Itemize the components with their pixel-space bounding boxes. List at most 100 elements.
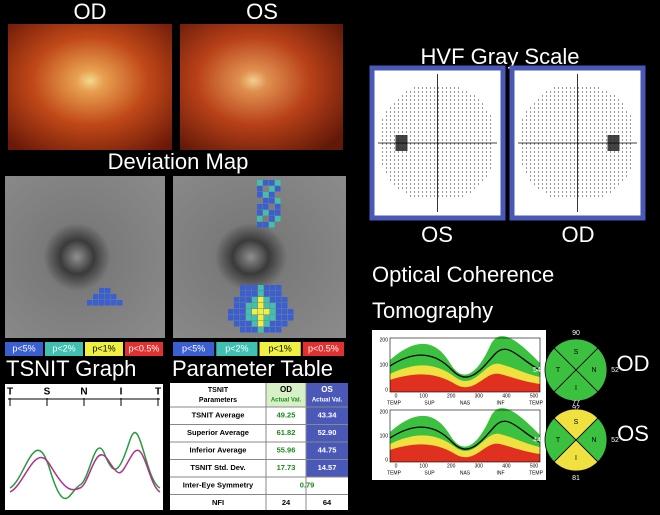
hvf-dot [453, 151, 456, 153]
hvf-dot [617, 171, 620, 173]
hvf-dot [521, 135, 524, 137]
deviation-cell [252, 327, 258, 333]
hvf-dot [449, 175, 452, 177]
hvf-dot [437, 99, 440, 101]
hvf-dot [405, 111, 408, 113]
section-title: Tomography [372, 298, 493, 323]
hvf-dot [413, 195, 416, 197]
hvf-dot [553, 107, 556, 109]
hvf-dot [569, 91, 572, 93]
hvf-dot [629, 131, 632, 133]
hvf-dot [433, 175, 436, 177]
hvf-dot [441, 171, 444, 173]
hvf-dot [585, 179, 588, 181]
deviation-image [5, 176, 165, 338]
hvf-dot [613, 159, 616, 161]
hvf-dot [549, 187, 552, 189]
table-cell: 14.57 [318, 463, 337, 472]
deviation-cell [246, 315, 252, 321]
deviation-cell [117, 300, 123, 306]
hvf-dot [465, 127, 468, 129]
hvf-dot [489, 119, 492, 121]
hvf-dot [533, 135, 536, 137]
hvf-dot [453, 143, 456, 145]
hvf-dot [433, 163, 436, 165]
hvf-dot [441, 119, 444, 121]
sector [544, 347, 577, 393]
hvf-dot [461, 155, 464, 157]
hvf-dot [549, 195, 552, 197]
hvf-dot [385, 171, 388, 173]
hvf-dot [549, 147, 552, 149]
hvf-dot [565, 91, 568, 93]
hvf-dot [549, 167, 552, 169]
hvf-dot [393, 147, 396, 149]
hvf-dot [585, 115, 588, 117]
hvf-dot [533, 103, 536, 105]
hvf-dot [569, 111, 572, 113]
hvf-dot [485, 115, 488, 117]
hvf-dot [449, 115, 452, 117]
deviation-cell [270, 309, 276, 315]
hvf-dot [581, 167, 584, 169]
hvf-dot [617, 127, 620, 129]
hvf-dot [453, 95, 456, 97]
hvf-dot [413, 139, 416, 141]
hvf-dot [397, 171, 400, 173]
hvf-dot [593, 127, 596, 129]
hvf-dot [597, 123, 600, 125]
hvf-dot [597, 171, 600, 173]
hvf-dot [621, 111, 624, 113]
hvf-dot [601, 91, 604, 93]
hvf-dot [433, 99, 436, 101]
table-cell: 64 [323, 498, 332, 507]
table-cell: 61.82 [277, 428, 296, 437]
legend: p<5% p<2% p<1% p<0.5% p<5% p<2% p<1% p<0.5% [5, 342, 344, 356]
hvf-dot [525, 135, 528, 137]
hvf-dot [573, 155, 576, 157]
legend-swatch [125, 342, 163, 356]
hvf-dot [589, 183, 592, 185]
hvf-dot [469, 147, 472, 149]
hvf-dot [529, 159, 532, 161]
hvf-dot [413, 91, 416, 93]
deviation-cell [99, 300, 105, 306]
hvf-dot [525, 139, 528, 141]
hvf-dot [401, 167, 404, 169]
hvf-dot [601, 187, 604, 189]
hvf-dot [433, 147, 436, 149]
sector-letter: N [591, 437, 596, 444]
legend-swatch [5, 342, 43, 356]
hvf-dot [433, 115, 436, 117]
hvf-dot [461, 95, 464, 97]
deviation-cell [263, 192, 269, 198]
hvf-dot [601, 123, 604, 125]
hvf-dot [473, 99, 476, 101]
hvf-dot [441, 195, 444, 197]
hvf-dot [397, 103, 400, 105]
hvf-dot [453, 127, 456, 129]
hvf-dot [617, 115, 620, 117]
hvf-dot [597, 139, 600, 141]
hvf-dot [581, 127, 584, 129]
hvf-dot [549, 123, 552, 125]
hvf-dot [457, 135, 460, 137]
hvf-dot [437, 131, 440, 133]
hvf-dot [397, 151, 400, 153]
hvf-dot [521, 131, 524, 133]
hvf-dot [577, 191, 580, 193]
hvf-dot [433, 135, 436, 137]
deviation-cell [270, 297, 276, 303]
hvf-dot [417, 155, 420, 157]
hvf-dot [621, 163, 624, 165]
hvf-dot [417, 91, 420, 93]
hvf-dot [417, 147, 420, 149]
hvf-dot [589, 163, 592, 165]
hvf-dot [405, 107, 408, 109]
hvf-dot [473, 175, 476, 177]
hvf-dot [565, 87, 568, 89]
hvf-dot [537, 155, 540, 157]
hvf-dot [445, 139, 448, 141]
hvf-dot [561, 95, 564, 97]
hvf-dot [593, 171, 596, 173]
